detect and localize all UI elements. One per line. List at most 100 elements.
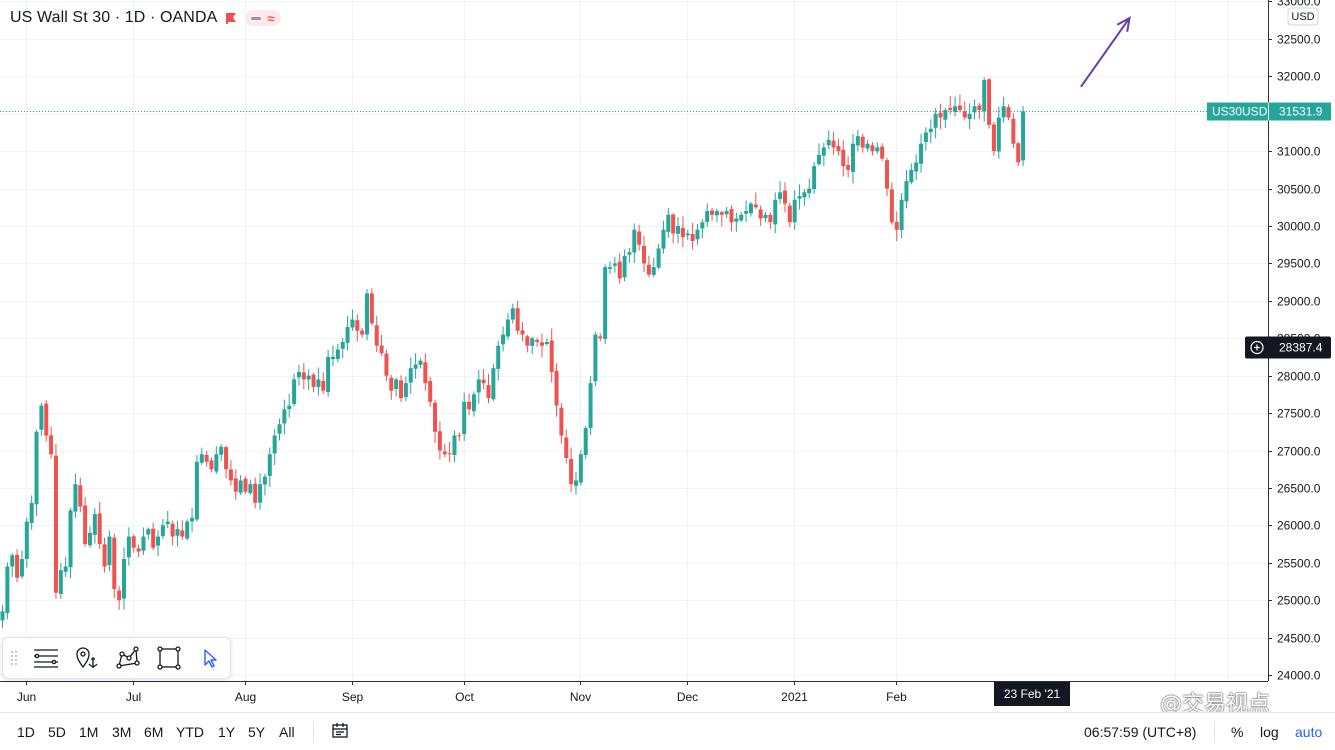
crosshair-price-label[interactable]: 28387.4 xyxy=(1245,336,1331,359)
candle xyxy=(943,107,948,128)
date-range-button[interactable] xyxy=(331,722,349,745)
candle xyxy=(539,333,544,358)
period-6m[interactable]: 6M xyxy=(144,724,164,740)
price-tick-label: 28000.0 xyxy=(1277,370,1321,384)
candle xyxy=(141,527,146,555)
candle xyxy=(510,303,515,324)
pin-anchor-button[interactable] xyxy=(66,638,107,678)
candle xyxy=(296,364,301,386)
candle xyxy=(792,190,797,230)
candle xyxy=(714,208,719,223)
candle xyxy=(97,501,102,549)
candle xyxy=(787,202,792,228)
rectangle-tool-button[interactable] xyxy=(148,638,189,678)
cursor-button[interactable] xyxy=(189,638,230,678)
candle xyxy=(394,377,399,397)
period-5y[interactable]: 5Y xyxy=(248,724,266,740)
candle xyxy=(598,333,603,342)
period-1d[interactable]: 1D xyxy=(17,724,35,740)
price-tick-label: 29500.0 xyxy=(1277,257,1321,271)
candle xyxy=(481,369,486,390)
candle xyxy=(646,255,651,278)
candle xyxy=(904,170,909,209)
percent-toggle[interactable]: % xyxy=(1231,724,1244,740)
candle xyxy=(821,142,826,166)
calendar-icon xyxy=(332,723,348,738)
price-tick-label: 24500.0 xyxy=(1277,632,1321,646)
price-tick-label: 24000.0 xyxy=(1277,669,1321,683)
candle xyxy=(165,510,170,529)
candle xyxy=(185,519,190,541)
candle xyxy=(991,121,996,156)
candle xyxy=(530,336,535,354)
time-tick-label: Aug xyxy=(235,690,256,704)
symbol-title[interactable]: US Wall St 30 · 1D · OANDA xyxy=(10,9,218,26)
time-axis[interactable]: Jun Jul Aug Sep Oct Nov Dec 2021 Feb 23 Feb '21 xyxy=(0,681,1268,706)
candle xyxy=(816,143,821,166)
candle xyxy=(933,108,938,139)
price-tick-label: 30000.0 xyxy=(1277,220,1321,234)
price-tick-label: 29000.0 xyxy=(1277,295,1321,309)
candle xyxy=(63,556,68,577)
clock-timezone[interactable]: 06:57:59 (UTC+8) xyxy=(1084,724,1197,740)
time-tick-label: Nov xyxy=(570,690,591,704)
nodes-tool-button[interactable] xyxy=(107,638,148,678)
candle xyxy=(578,450,583,486)
period-3m[interactable]: 3M xyxy=(112,724,132,740)
candle xyxy=(870,142,875,156)
candle xyxy=(987,77,992,129)
add-plus-icon[interactable] xyxy=(1250,340,1264,355)
candle xyxy=(957,94,962,113)
candle xyxy=(365,289,369,341)
candle xyxy=(238,475,243,496)
period-ytd[interactable]: YTD xyxy=(176,724,204,740)
candle xyxy=(782,182,787,213)
candle xyxy=(403,376,408,401)
candle xyxy=(948,96,953,115)
indicator-pill[interactable]: ≈ xyxy=(245,10,281,26)
candle xyxy=(836,138,841,156)
candle xyxy=(384,349,389,382)
price-axis[interactable]: 24000.0 24500.0 25000.0 25500.0 26000.0 26500… xyxy=(1207,0,1335,683)
candle xyxy=(719,210,724,227)
candle xyxy=(972,99,977,120)
candle xyxy=(1001,96,1006,123)
log-toggle[interactable]: log xyxy=(1260,724,1279,740)
auto-toggle[interactable]: auto xyxy=(1295,724,1323,740)
candle xyxy=(812,162,817,194)
lines-tool-button[interactable] xyxy=(25,638,66,678)
candle xyxy=(758,205,763,226)
candle xyxy=(92,508,97,544)
candle xyxy=(413,353,418,379)
candle xyxy=(267,447,272,487)
toolbar-grip-icon[interactable] xyxy=(3,638,25,678)
price-tick-label: 25500.0 xyxy=(1277,557,1321,571)
candle xyxy=(573,471,578,495)
candle xyxy=(29,495,34,530)
candle xyxy=(311,372,316,393)
period-1y[interactable]: 1Y xyxy=(218,724,236,740)
candle xyxy=(962,101,967,121)
chart-grid xyxy=(0,0,1268,681)
candle xyxy=(24,517,29,568)
period-1m[interactable]: 1M xyxy=(79,724,99,740)
period-all[interactable]: All xyxy=(279,724,295,740)
price-tick-label: 25000.0 xyxy=(1277,594,1321,608)
candle xyxy=(131,534,136,553)
candle xyxy=(588,376,593,436)
toolbar-divider xyxy=(313,721,314,743)
candle xyxy=(841,140,846,177)
time-tick-label: Jun xyxy=(17,690,36,704)
candle xyxy=(58,563,63,599)
candle xyxy=(160,518,165,539)
period-5d[interactable]: 5D xyxy=(48,724,66,740)
trend-arrow[interactable] xyxy=(1080,16,1131,88)
price-tick-label: 26000.0 xyxy=(1277,519,1321,533)
candle xyxy=(214,446,219,474)
currency-badge[interactable]: USD xyxy=(1287,7,1319,26)
candle xyxy=(710,207,715,221)
candle xyxy=(642,236,647,273)
candle xyxy=(53,443,58,599)
symbol-legend[interactable]: US Wall St 30 · 1D · OANDA ≈ xyxy=(10,8,281,28)
